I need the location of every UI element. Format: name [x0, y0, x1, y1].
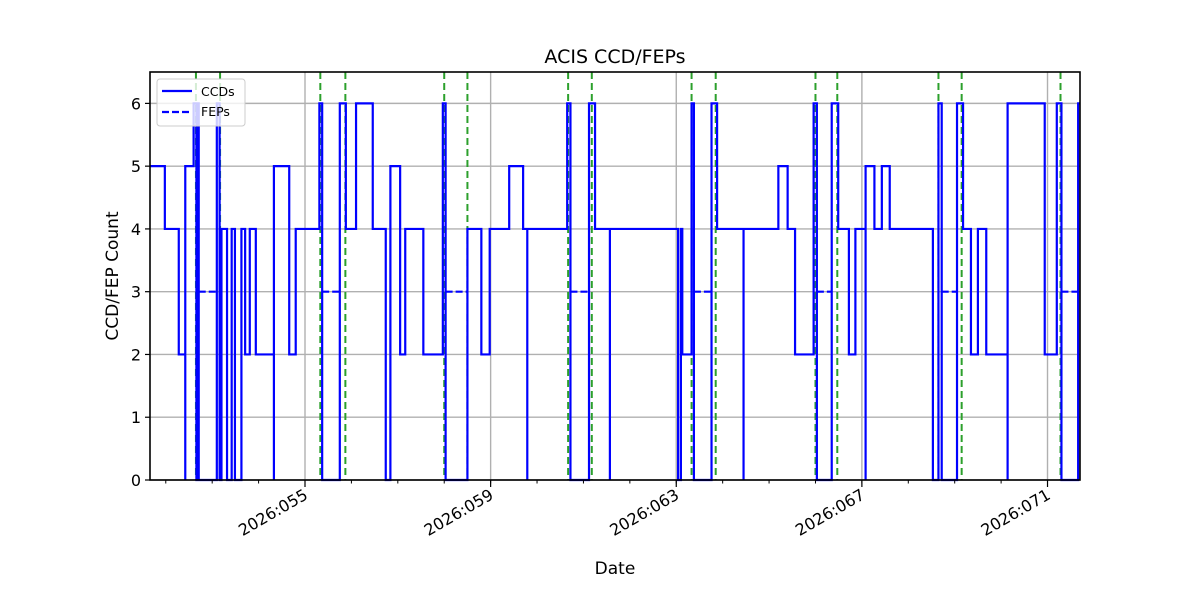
y-axis: 0 1 2 3 4 5 6 — [131, 94, 150, 490]
y-axis-label: CCD/FEP Count — [103, 211, 123, 341]
axes-frame — [149, 71, 1081, 481]
x-axis-label: Date — [595, 559, 636, 579]
chart-title: ACIS CCD/FEPs — [544, 46, 685, 68]
y-tick-label: 6 — [131, 94, 141, 113]
y-tick-label: 5 — [131, 157, 141, 176]
y-tick-label: 4 — [131, 220, 141, 239]
legend-ccds-label: CCDs — [201, 84, 235, 99]
y-tick-label: 1 — [131, 408, 141, 427]
grid-lines — [150, 72, 1080, 481]
y-tick-label: 0 — [131, 471, 141, 490]
legend-feps-label: FEPs — [201, 104, 230, 119]
plot-area — [149, 71, 1081, 482]
y-tick-label: 3 — [131, 283, 141, 302]
legend: CCDs FEPs — [156, 78, 246, 127]
y-tick-label: 2 — [131, 345, 141, 364]
